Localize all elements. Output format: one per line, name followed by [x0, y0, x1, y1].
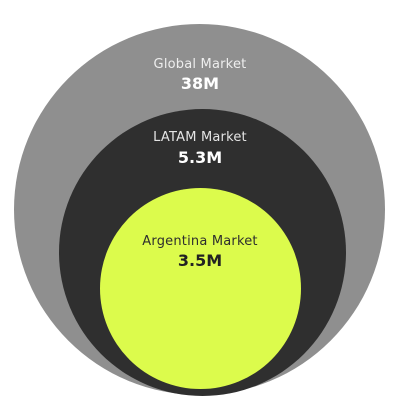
argentina-market-circle: [100, 188, 301, 389]
global-market-value: 38M: [180, 74, 220, 93]
latam-market-value: 5.3M: [177, 148, 223, 167]
global-market-label: Global Market: [153, 57, 247, 72]
argentina-market-label: Argentina Market: [142, 234, 258, 249]
latam-market-label: LATAM Market: [153, 130, 247, 145]
argentina-market-value: 3.5M: [177, 251, 223, 270]
